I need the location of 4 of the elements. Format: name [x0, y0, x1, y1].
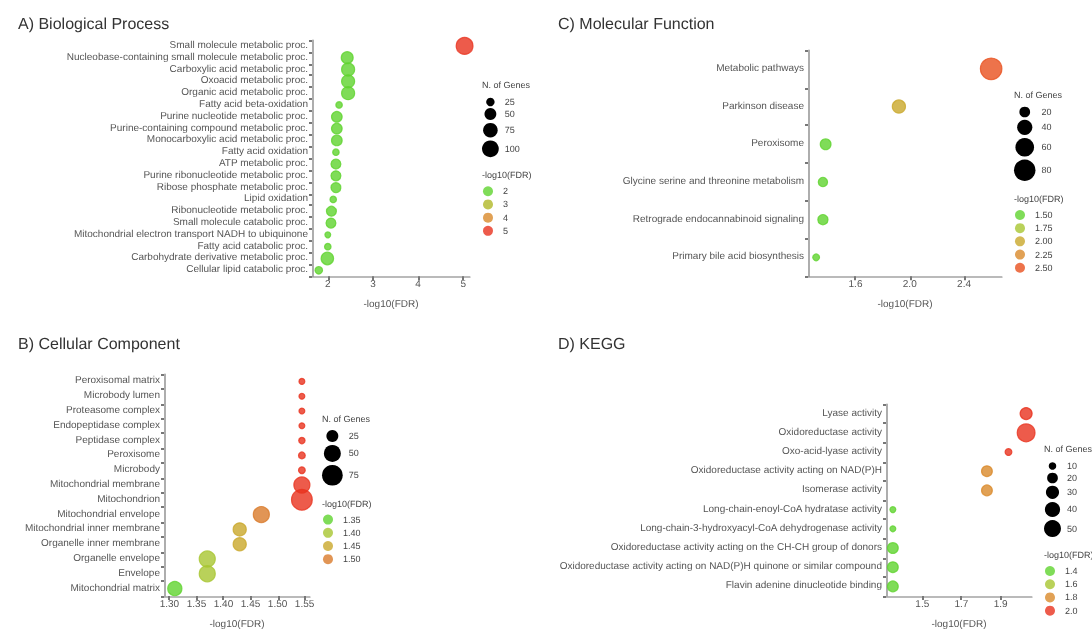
text: C) Molecular Function — [558, 15, 715, 33]
text: D) KEGG — [558, 335, 626, 353]
chart-title: B) Cellular Component — [18, 335, 182, 353]
text: A) Biological Process — [18, 15, 170, 33]
